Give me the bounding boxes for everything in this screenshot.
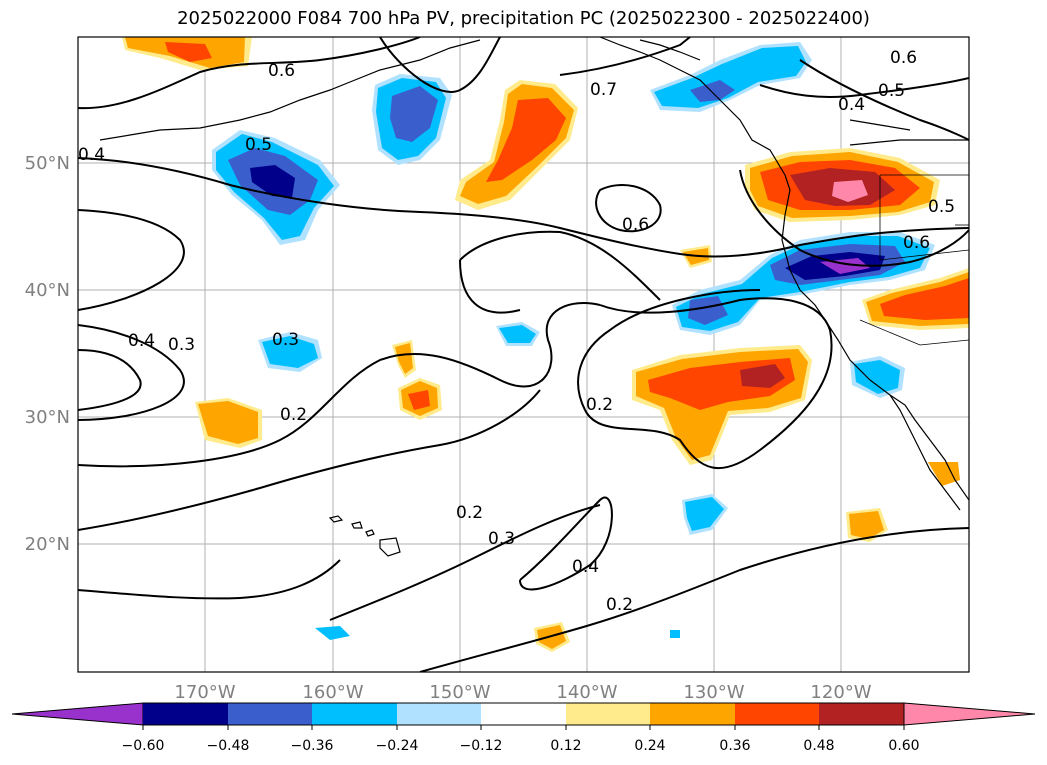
lon-label: 170°W (174, 682, 235, 703)
colorbar-tick-label: −0.60 (122, 738, 165, 754)
map-title: 2025022000 F084 700 hPa PV, precipitatio… (177, 8, 870, 29)
colorbar-segment (481, 703, 566, 725)
contour-label: 0.5 (928, 197, 955, 217)
colorbar: −0.60 −0.48 −0.36 −0.24 −0.12 0.12 0.24 … (11, 702, 1036, 754)
hawaii-islands (328, 515, 401, 557)
pv-contours (78, 37, 969, 672)
contour-label: 0.4 (572, 557, 599, 577)
colorbar-segment (228, 703, 312, 725)
contour-label: 0.5 (245, 135, 272, 155)
contour-label: 0.3 (488, 529, 515, 549)
contour-label: 0.3 (168, 335, 195, 355)
colorbar-segment (650, 703, 735, 725)
contour-label: 0.5 (878, 81, 905, 101)
colorbar-segment (397, 703, 481, 725)
coastlines (99, 37, 969, 511)
colorbar-tick-label: −0.12 (460, 738, 503, 754)
contour-label: 0.6 (268, 61, 295, 81)
state-borders (859, 174, 969, 346)
colorbar-segment (819, 703, 904, 725)
longitude-labels: 170°W 160°W 150°W 140°W 130°W 120°W (174, 682, 871, 703)
lon-label: 140°W (556, 682, 617, 703)
colorbar-segment (312, 703, 397, 725)
lon-label: 160°W (302, 682, 363, 703)
colorbar-tick-label: 0.60 (888, 738, 919, 754)
lon-label: 120°W (810, 682, 871, 703)
colorbar-segment (566, 703, 650, 725)
colorbar-extend-left (11, 702, 144, 726)
colorbar-extend-right (903, 702, 1036, 726)
lat-label: 20°N (25, 534, 70, 555)
contour-label: 0.6 (903, 233, 930, 253)
lon-label: 130°W (683, 682, 744, 703)
contour-label: 0.7 (590, 80, 617, 100)
colorbar-tick-label: −0.24 (376, 738, 419, 754)
lat-label: 40°N (25, 280, 70, 301)
lat-label: 50°N (25, 153, 70, 174)
colorbar-segment (735, 703, 819, 725)
contour-label: 0.4 (78, 145, 105, 165)
contour-label: 0.4 (128, 331, 155, 351)
colorbar-tick-label: 0.48 (803, 738, 834, 754)
lat-label: 30°N (25, 407, 70, 428)
latitude-labels: 50°N 40°N 30°N 20°N (25, 153, 70, 555)
contour-label: 0.6 (890, 48, 917, 68)
lon-label: 150°W (429, 682, 490, 703)
contour-label: 0.2 (280, 405, 307, 425)
plot-frame (77, 36, 970, 673)
contour-label: 0.2 (606, 595, 633, 615)
colorbar-tick-label: 0.24 (634, 738, 665, 754)
contour-label: 0.4 (838, 95, 865, 115)
contour-labels: 0.6 0.7 0.6 0.5 0.4 0.4 0.5 0.6 0.5 0.6 … (78, 48, 955, 615)
colorbar-tick-label: 0.12 (550, 738, 581, 754)
colorbar-tick-label: −0.48 (207, 738, 250, 754)
contour-label: 0.2 (456, 503, 483, 523)
colorbar-tick-label: 0.36 (719, 738, 750, 754)
colorbar-segment (143, 703, 228, 725)
contour-label: 0.3 (272, 330, 299, 350)
precip-shading (122, 37, 969, 652)
contour-label: 0.6 (622, 215, 649, 235)
contour-label: 0.2 (586, 395, 613, 415)
colorbar-tick-label: −0.36 (291, 738, 334, 754)
